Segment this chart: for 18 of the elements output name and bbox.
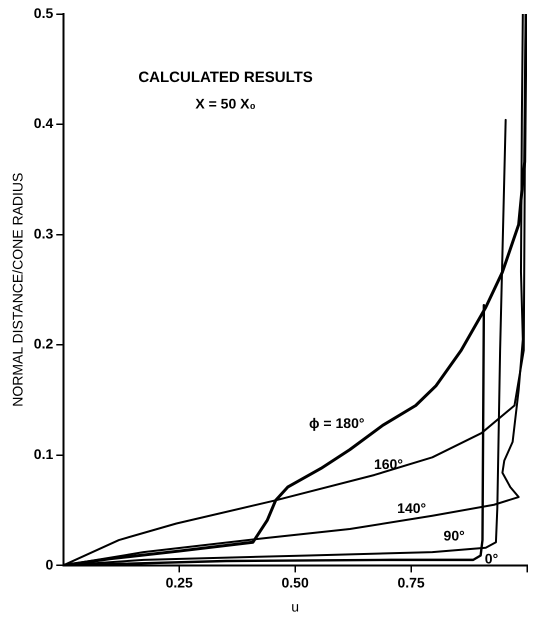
x-tick-label: 0.25 <box>166 574 194 591</box>
y-tick-label: 0.3 <box>34 225 54 242</box>
series-label: ϕ = 180° <box>309 415 364 432</box>
x-axis-title: u <box>291 598 300 614</box>
text: X = 50 X₀ <box>195 95 256 112</box>
series-label: 0° <box>484 550 498 567</box>
y-tick-label: 0.5 <box>34 4 54 21</box>
series-label: 140° <box>397 500 426 516</box>
text: CALCULATED RESULTS <box>138 69 313 86</box>
series-label: 160° <box>374 456 403 472</box>
x-tick-label: 0.50 <box>282 574 309 591</box>
x-tick-label: 0.75 <box>397 574 425 591</box>
series-label: 90° <box>444 528 465 544</box>
y-tick-label: 0.4 <box>34 115 54 132</box>
y-tick-label: 0 <box>45 556 54 572</box>
y-tick-label: 0.2 <box>34 336 54 352</box>
y-axis-title: NORMAL DISTANCE/CONE RADIUS <box>9 172 26 407</box>
y-tick-label: 0.1 <box>34 446 54 462</box>
